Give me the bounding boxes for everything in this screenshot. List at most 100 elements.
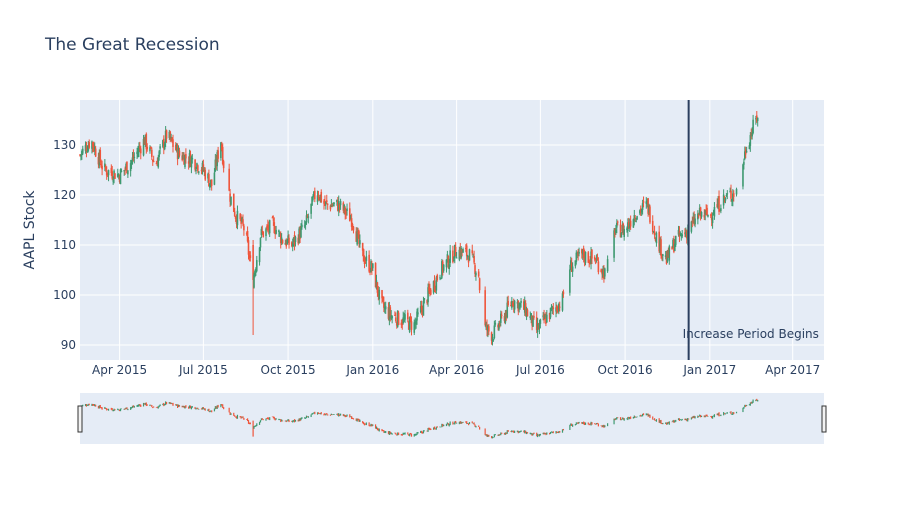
candle-body bbox=[452, 250, 454, 263]
candle-body bbox=[628, 223, 631, 228]
candle-body bbox=[377, 290, 380, 297]
candle-body bbox=[589, 261, 591, 265]
candle-body bbox=[752, 119, 754, 134]
candle-body bbox=[723, 196, 726, 198]
candle-body bbox=[465, 245, 468, 257]
candle-body bbox=[178, 150, 181, 156]
candle-body bbox=[550, 307, 553, 309]
candle-body bbox=[240, 217, 242, 224]
candle-body bbox=[159, 146, 161, 149]
candle-body bbox=[453, 260, 455, 262]
candle-body bbox=[621, 225, 624, 232]
candle-body bbox=[318, 199, 321, 201]
candle-body bbox=[648, 206, 650, 213]
candle-body bbox=[692, 217, 695, 221]
x-tick-label: Jan 2017 bbox=[682, 363, 736, 377]
candle-body bbox=[448, 264, 451, 270]
candle-body bbox=[441, 261, 444, 272]
range-slider-left-handle[interactable] bbox=[77, 405, 83, 433]
candle-body bbox=[98, 152, 101, 166]
candle-body bbox=[629, 220, 632, 227]
candle-body bbox=[485, 323, 487, 328]
candle-body bbox=[645, 201, 648, 204]
candle-body bbox=[248, 255, 251, 257]
x-tick-label: Apr 2015 bbox=[92, 363, 147, 377]
candle-body bbox=[544, 315, 546, 319]
range-slider-right-handle[interactable] bbox=[821, 405, 827, 433]
candle-body bbox=[382, 296, 384, 301]
candle-body bbox=[383, 306, 386, 310]
candle-body bbox=[358, 231, 360, 244]
candle-body bbox=[660, 239, 662, 256]
candle-body bbox=[189, 154, 192, 167]
candle-body bbox=[316, 195, 319, 202]
candle-body bbox=[616, 221, 619, 223]
candle-body bbox=[619, 224, 622, 238]
candle-body bbox=[603, 269, 605, 279]
candle-body bbox=[253, 274, 255, 288]
candle-body bbox=[247, 240, 250, 255]
candle-body bbox=[157, 156, 160, 168]
candle-body bbox=[751, 132, 753, 137]
candle-body bbox=[700, 212, 703, 217]
candle-body bbox=[185, 154, 187, 159]
candle-body bbox=[535, 317, 538, 331]
candle-body bbox=[203, 169, 206, 171]
candle-body bbox=[271, 217, 274, 219]
candle-body bbox=[101, 165, 103, 170]
candle-body bbox=[693, 217, 695, 225]
candle-body bbox=[258, 247, 261, 263]
candle-body bbox=[587, 252, 590, 263]
candle-body bbox=[246, 231, 249, 242]
plot-area[interactable] bbox=[80, 100, 824, 360]
candle-body bbox=[504, 312, 507, 323]
candle-body bbox=[647, 198, 649, 214]
range-slider[interactable] bbox=[80, 393, 824, 444]
y-gridlines bbox=[80, 144, 824, 346]
candle-body bbox=[697, 215, 700, 217]
candle-body bbox=[325, 201, 327, 205]
candle-body bbox=[604, 268, 606, 277]
candle-body bbox=[472, 256, 474, 258]
candle-body bbox=[149, 147, 151, 152]
candle-body bbox=[581, 249, 584, 255]
candle-body bbox=[445, 259, 448, 268]
candle-body bbox=[639, 210, 641, 214]
candle-body bbox=[542, 315, 544, 318]
candle-body bbox=[220, 142, 222, 158]
candle-body bbox=[413, 322, 416, 333]
candle-body bbox=[616, 222, 618, 228]
candle-body bbox=[636, 216, 638, 220]
candle-body bbox=[415, 321, 417, 325]
candle-body bbox=[704, 209, 707, 215]
candle-body bbox=[268, 220, 271, 234]
candle-body bbox=[191, 158, 194, 160]
candle-body bbox=[497, 325, 499, 328]
candle-body bbox=[99, 149, 102, 163]
candle-body bbox=[578, 251, 580, 254]
candle-body bbox=[467, 258, 470, 263]
candle-body bbox=[422, 301, 425, 316]
candle-body bbox=[591, 249, 593, 259]
candle-body bbox=[439, 277, 441, 279]
candle-body bbox=[488, 326, 490, 332]
candle-body bbox=[104, 166, 107, 170]
candle-body bbox=[516, 302, 519, 304]
candle-body bbox=[222, 161, 225, 169]
candle-body bbox=[511, 300, 513, 308]
candle-body bbox=[300, 227, 302, 238]
candle-body bbox=[685, 232, 687, 237]
candle-body bbox=[113, 170, 115, 179]
candle-body bbox=[172, 139, 174, 147]
annotation-increase-period: Increase Period Begins bbox=[683, 327, 819, 341]
candle-body bbox=[556, 305, 558, 311]
candle-body bbox=[427, 287, 429, 303]
candle-body bbox=[646, 200, 649, 205]
candle-body bbox=[436, 274, 439, 281]
candle-body bbox=[127, 170, 129, 175]
candle-body bbox=[361, 242, 364, 251]
candle-body bbox=[343, 204, 346, 211]
candle-body bbox=[273, 222, 276, 233]
candle-body bbox=[364, 261, 367, 263]
candle-body bbox=[562, 291, 565, 295]
